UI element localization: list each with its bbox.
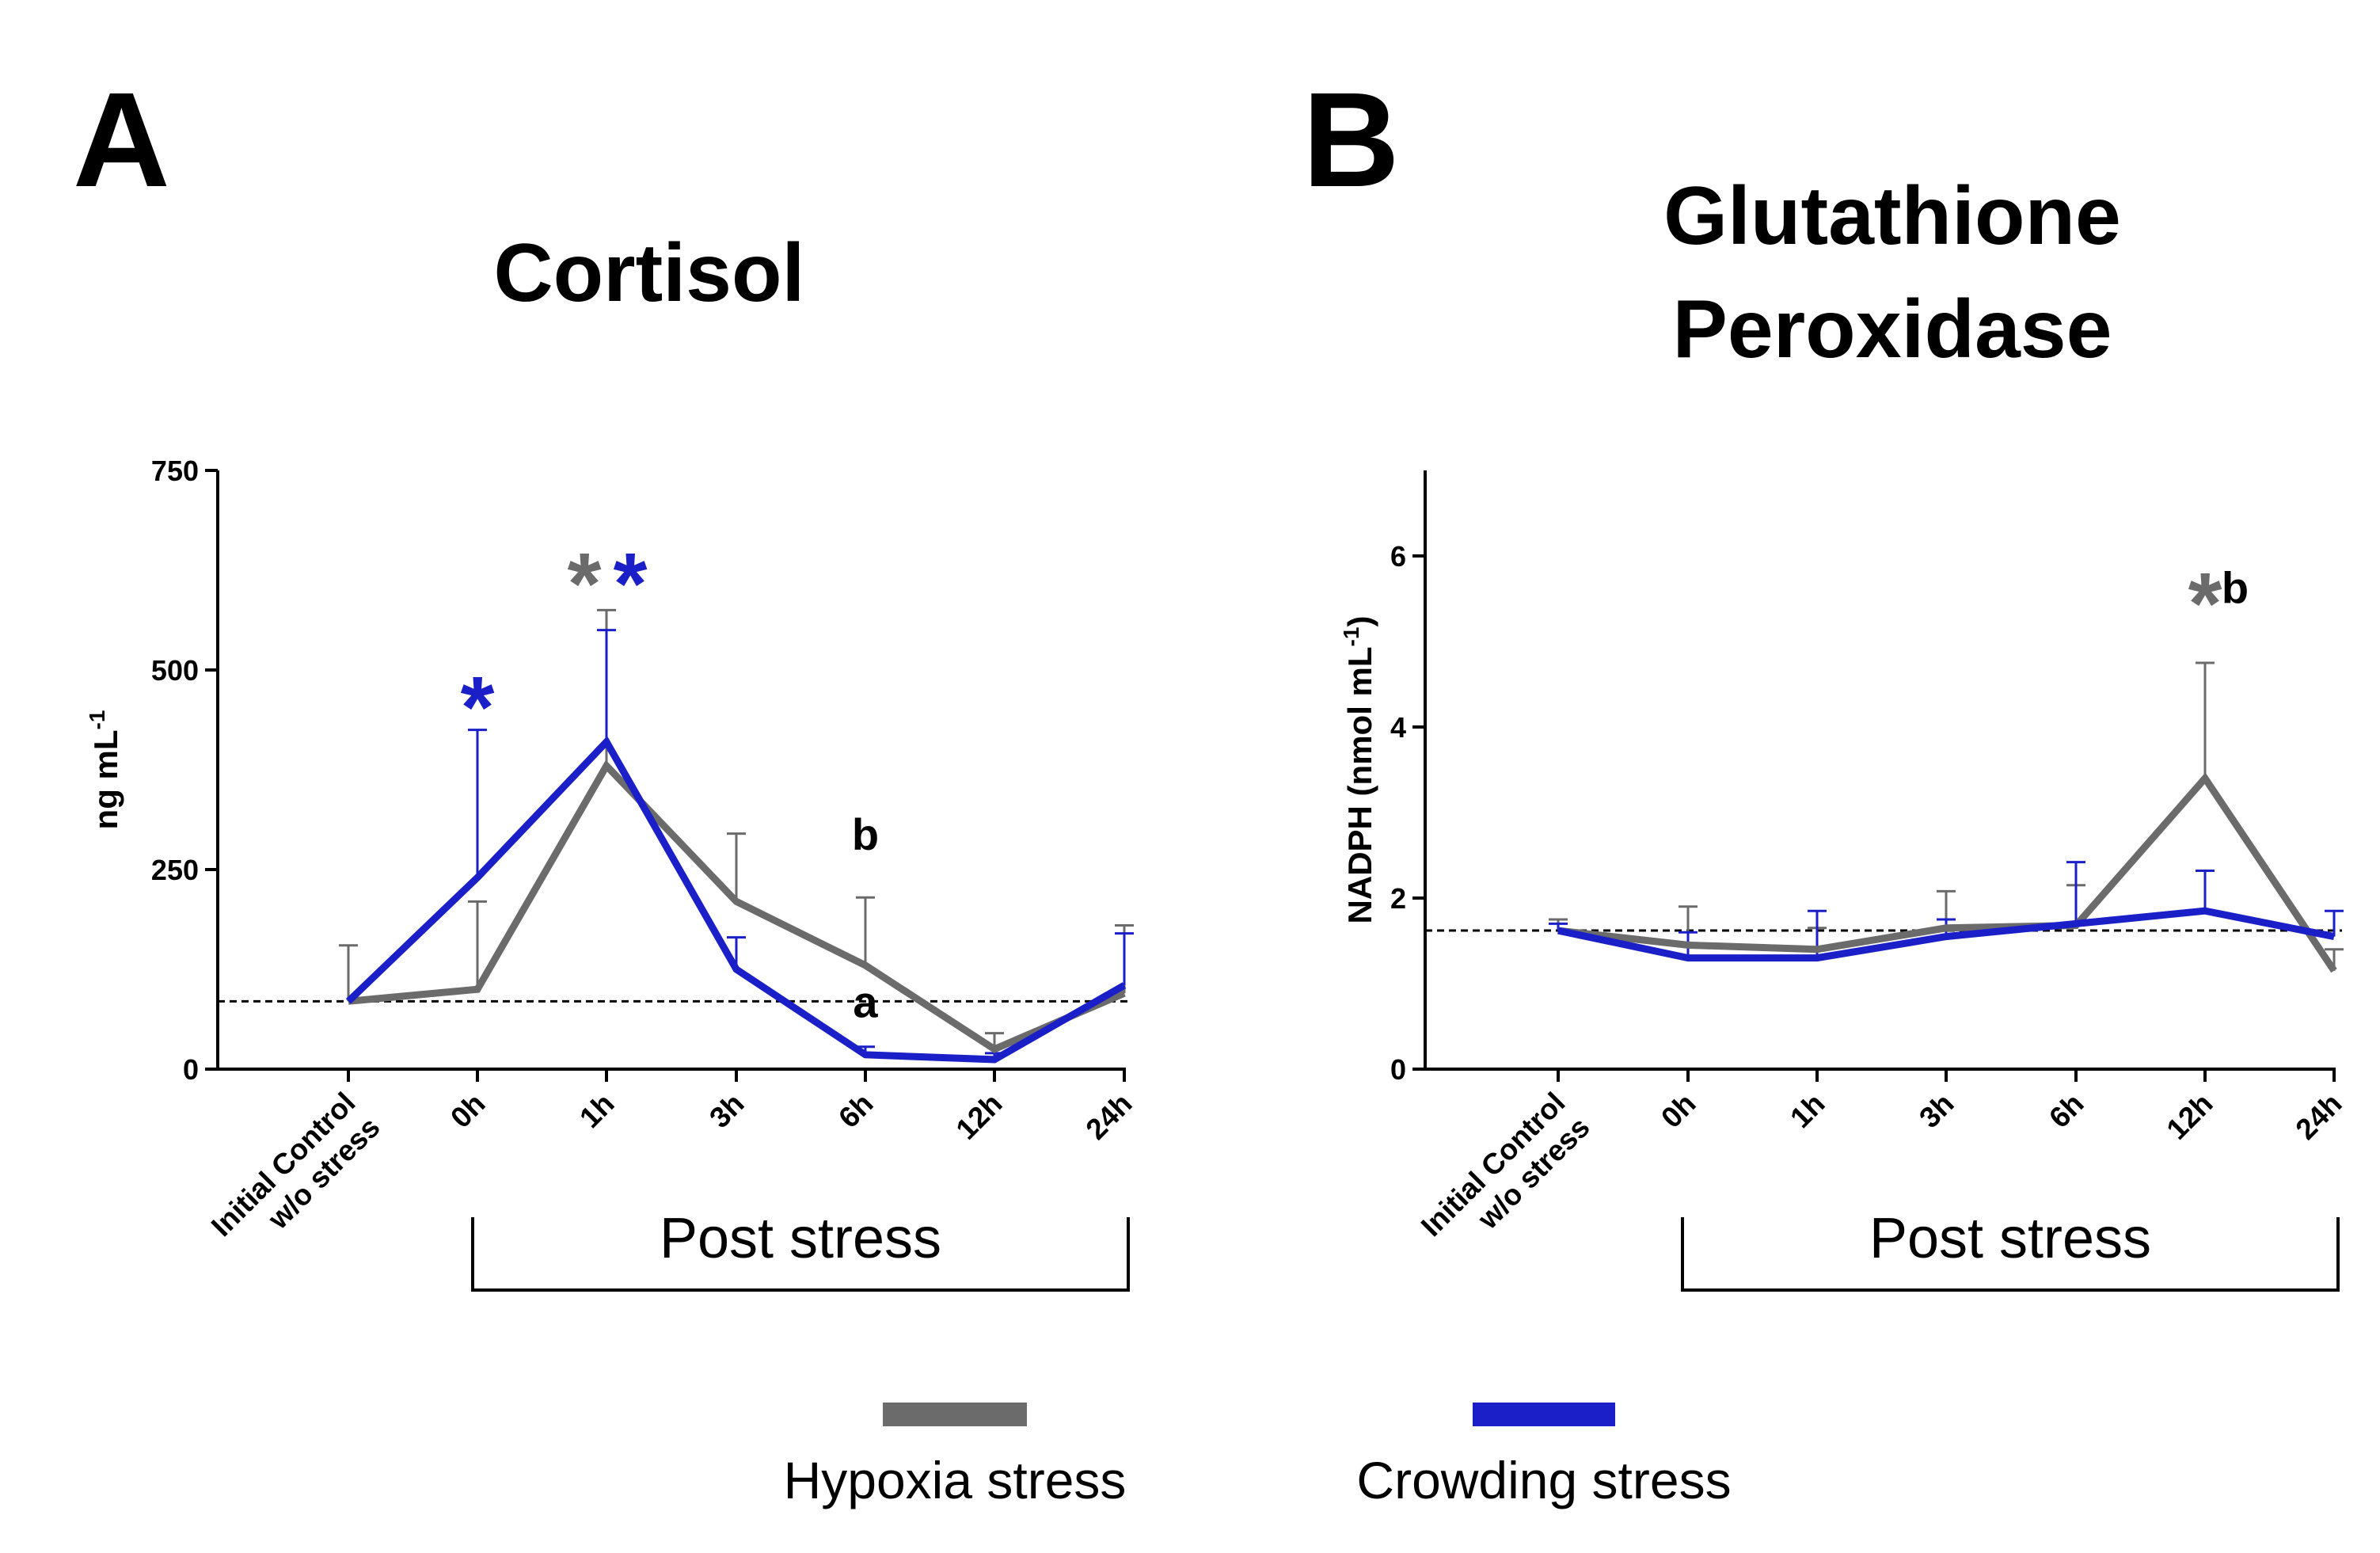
chart-title-glutathione-peroxidase: Glutathione Peroxidase bbox=[1663, 170, 2121, 375]
legend-swatch-hypoxia bbox=[883, 1403, 1027, 1426]
legend-label-crowding: Crowding stress bbox=[1356, 1451, 1731, 1509]
x-tick-label-3h: 3h bbox=[703, 1087, 751, 1135]
chart-title-cortisol: Cortisol bbox=[494, 227, 805, 319]
y-axis-title-text: NADPH (nmol mL bbox=[1341, 646, 1378, 923]
y-axis-title-tail: ) bbox=[1341, 616, 1378, 627]
x-tick-label-12h: 12h bbox=[950, 1087, 1009, 1146]
series-line-crowding-stress bbox=[345, 736, 1127, 1064]
significance-star-hypoxia-stress: * bbox=[568, 535, 602, 633]
y-tick-label: 6 bbox=[1390, 540, 1406, 573]
x-tick-label-0h: 0h bbox=[444, 1087, 492, 1135]
annotation-letter-b: b bbox=[2222, 562, 2249, 612]
title-line: Cortisol bbox=[494, 227, 805, 319]
y-tick-label: 500 bbox=[151, 654, 199, 687]
title-line: Peroxidase bbox=[1673, 284, 2112, 375]
y-axis-title: NADPH (nmol mL-1) bbox=[1339, 616, 1378, 924]
post-stress-label: Post stress bbox=[660, 1207, 941, 1270]
y-tick-label: 0 bbox=[183, 1053, 199, 1086]
panel-label-b: B bbox=[1302, 65, 1400, 215]
series-line-hypoxia-stress bbox=[348, 759, 1126, 1053]
y-tick-label: 750 bbox=[151, 455, 199, 487]
chart-cortisol: 0 250 500 750 Initial Controlw/o stress 0h 1h 3… bbox=[85, 455, 1139, 1292]
x-tick-label-24h: 24h bbox=[2290, 1087, 2348, 1146]
series-line-crowding-stress bbox=[1557, 907, 2335, 962]
legend: Hypoxia stress Crowding stress bbox=[784, 1403, 1732, 1509]
chart-glutathione-peroxidase: 0 2 4 6 Initial Controlw/o stress 0h 1h 3h 6h 12h… bbox=[1339, 470, 2348, 1292]
legend-label-hypoxia: Hypoxia stress bbox=[784, 1451, 1127, 1509]
x-tick-label-3h: 3h bbox=[1913, 1087, 1960, 1135]
annotation-letter-a: a bbox=[853, 976, 878, 1026]
panel-label-a: A bbox=[73, 65, 170, 215]
x-tick-label-0h: 0h bbox=[1655, 1087, 1702, 1135]
y-tick-label: 2 bbox=[1390, 882, 1406, 915]
x-tick-label-6h: 6h bbox=[832, 1087, 880, 1135]
y-tick-label: 0 bbox=[1390, 1053, 1406, 1086]
y-axis-title: ng mL-1 bbox=[85, 710, 124, 830]
y-axis-title-superscript: -1 bbox=[85, 710, 109, 730]
x-tick-label-initial-control: Initial Controlw/o stress bbox=[205, 1087, 386, 1268]
x-tick-label-24h: 24h bbox=[1080, 1087, 1139, 1146]
x-tick-label-1h: 1h bbox=[1784, 1087, 1831, 1135]
y-axis-title-superscript: -1 bbox=[1339, 627, 1363, 647]
post-stress-label: Post stress bbox=[1869, 1207, 2151, 1270]
x-tick-label-initial-control: Initial Controlw/o stress bbox=[1415, 1087, 1596, 1268]
significance-star-crowding-stress: * bbox=[614, 535, 648, 633]
y-axis-title-text: ng mL bbox=[87, 729, 124, 829]
title-line: Glutathione bbox=[1663, 170, 2121, 262]
significance-star-hypoxia-stress: * bbox=[2188, 555, 2222, 653]
post-stress-bracket bbox=[1681, 1217, 2340, 1292]
post-stress-bracket bbox=[471, 1217, 1130, 1292]
y-tick-label: 4 bbox=[1390, 711, 1406, 744]
significance-star-crowding-stress: * bbox=[461, 659, 495, 756]
y-tick-label: 250 bbox=[151, 854, 199, 886]
x-tick-label-6h: 6h bbox=[2043, 1087, 2090, 1135]
x-tick-label-12h: 12h bbox=[2161, 1087, 2219, 1146]
x-tick-label-1h: 1h bbox=[573, 1087, 621, 1135]
legend-swatch-crowding bbox=[1473, 1403, 1615, 1426]
series-line-hypoxia-stress bbox=[1557, 772, 2337, 973]
annotation-letter-b: b bbox=[852, 809, 879, 859]
